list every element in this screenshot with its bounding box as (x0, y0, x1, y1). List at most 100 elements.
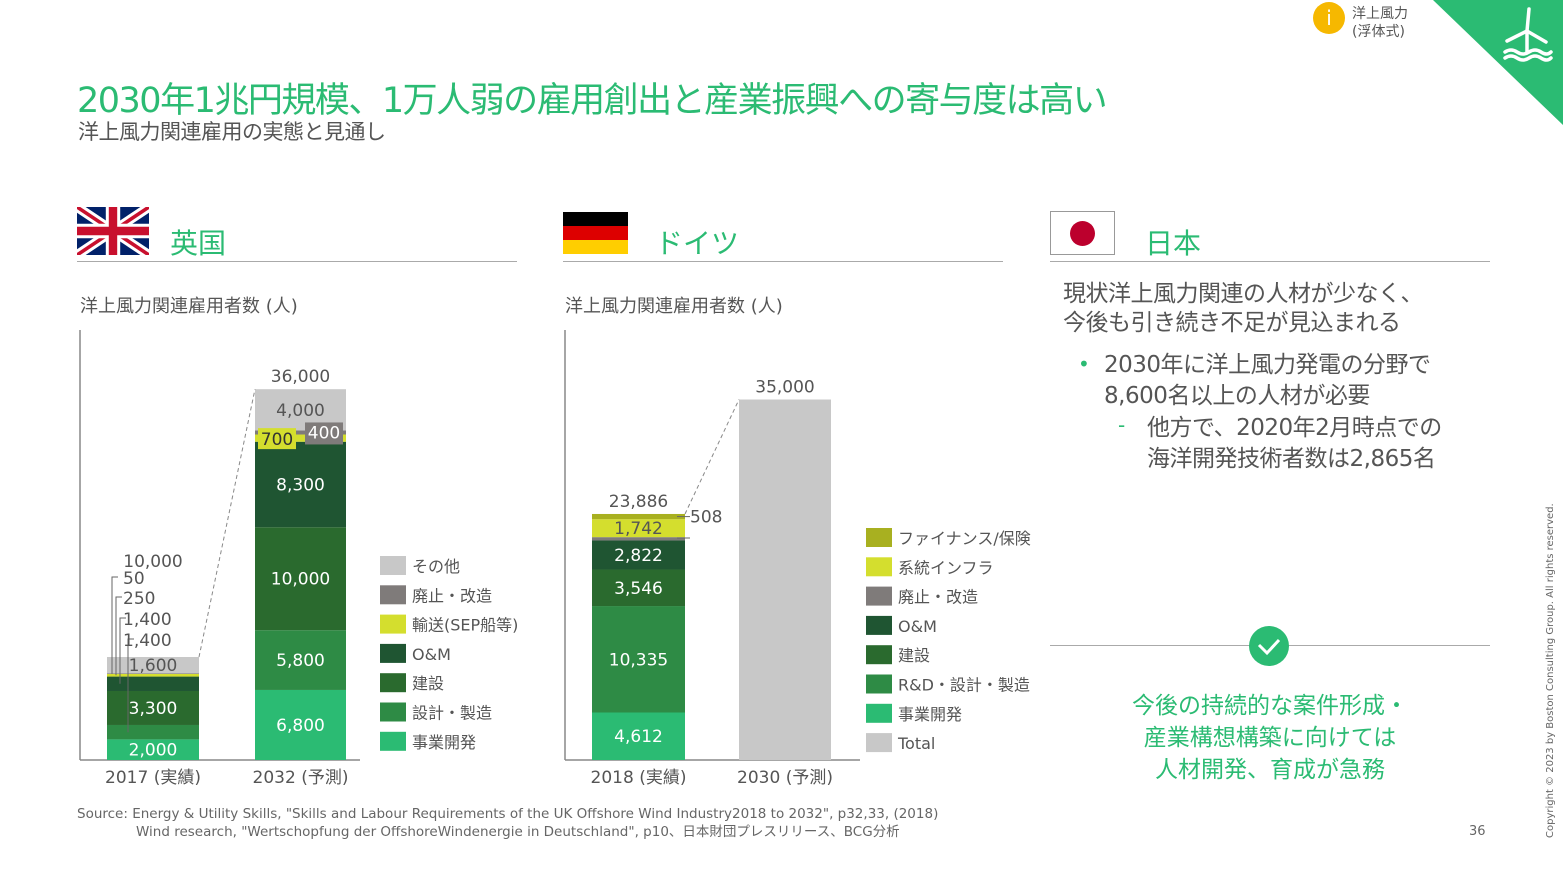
leader-line (111, 576, 118, 674)
bar-segment (255, 441, 346, 528)
conclusion-line: 人材開発、育成が急務 (1155, 757, 1385, 783)
segment-label: 2,822 (614, 546, 663, 566)
legend-swatch (866, 528, 892, 547)
legend-swatch (380, 702, 406, 722)
chart-title-de: 洋上風力関連雇用者数 (人) (565, 296, 783, 317)
jp-lead-line: 現状洋上風力関連の人材が少なく、 (1063, 281, 1424, 307)
section-title-jp: 日本 (1145, 227, 1202, 260)
legend-swatch (380, 556, 406, 575)
bar-segment (107, 739, 199, 760)
jp-sub-line: 海洋開発技術者数は2,865名 (1147, 446, 1436, 472)
legend-swatch (866, 615, 892, 635)
jp-lead-line: 今後も引き続き不足が見込まれる (1063, 310, 1401, 336)
segment-label: 50 (123, 569, 145, 589)
bar-segment (107, 724, 199, 740)
segment-label: 1,600 (129, 656, 178, 676)
segment-label: 6,800 (276, 716, 325, 736)
leader-line (119, 617, 126, 684)
connector-line (684, 399, 740, 515)
category-label: 2030 (予測) (737, 768, 833, 788)
section-title-uk: 英国 (170, 227, 227, 260)
legend-swatch (380, 585, 406, 605)
source-note: Source: Energy & Utility Skills, "Skills… (77, 805, 938, 841)
conclusion-line: 産業構想構築に向けては (1143, 725, 1397, 751)
segment-label: 3,546 (614, 579, 663, 599)
segment-label: 2,000 (129, 741, 178, 761)
jp-sub-bullet: 他方で、2020年2月時点での 海洋開発技術者数は2,865名 (1147, 413, 1442, 475)
legend-label: 廃止・改造 (898, 588, 978, 607)
bar-segment (592, 537, 685, 541)
legend-label: その他 (412, 557, 460, 576)
leader-line (127, 638, 134, 733)
legend-swatch (866, 557, 892, 577)
page-subtitle: 洋上風力関連雇用の実態と見通し (78, 120, 386, 144)
info-line2: (浮体式) (1352, 24, 1405, 40)
bar-segment (107, 676, 199, 691)
conclusion-line: 今後の持続的な案件形成・ (1132, 693, 1408, 719)
uk-flag-icon (77, 207, 149, 255)
legend-swatch (380, 614, 406, 634)
source-line: Source: Energy & Utility Skills, "Skills… (77, 806, 939, 822)
jp-bullet: 2030年に洋上風力発電の分野で 8,600名以上の人材が必要 (1104, 350, 1431, 412)
bar-segment (107, 673, 199, 677)
source-line: Wind research, "Wertschopfung der Offsho… (136, 824, 900, 840)
bar-segment (592, 519, 685, 538)
divider (563, 261, 1003, 262)
segment-label: 10,335 (609, 650, 668, 670)
legend-swatch (380, 673, 406, 693)
bar-segment (107, 657, 199, 674)
legend-label: 事業開発 (898, 705, 962, 724)
bar-segment (739, 399, 831, 760)
bullet-dot-icon: • (1078, 352, 1090, 376)
legend-label: 事業開発 (412, 733, 476, 752)
segment-label: 250 (123, 589, 155, 609)
legend-swatch (866, 703, 892, 723)
charts-canvas: 2,000 3,300 1,600 10,000 2017 (実績) 6,800 5,800… (79, 330, 1031, 788)
bar-segment (255, 430, 346, 435)
jp-lead-text: 現状洋上風力関連の人材が少なく、 今後も引き続き不足が見込まれる (1063, 280, 1424, 338)
segment-label: 4,000 (276, 401, 325, 421)
segment-label: 8,300 (276, 475, 325, 495)
jp-bullet-line: 8,600名以上の人材が必要 (1104, 383, 1370, 409)
total-label: 35,000 (755, 378, 814, 398)
germany-flag-icon (563, 212, 628, 254)
legend-label: 系統インフラ (898, 558, 994, 577)
segment-label: 1,400 (123, 631, 172, 651)
total-label: 36,000 (271, 367, 330, 387)
bar-segment (255, 630, 346, 690)
legend-swatch (866, 674, 892, 694)
bar-segment (107, 673, 199, 674)
legend-label: 設計・製造 (412, 704, 492, 723)
segment-label: 5,800 (276, 651, 325, 671)
info-badge-text: 洋上風力 (浮体式) (1352, 5, 1408, 41)
info-icon: i (1313, 2, 1345, 34)
legend-label: 建設 (898, 646, 930, 665)
bar-segment (255, 527, 346, 631)
section-title-de: ドイツ (655, 227, 740, 260)
segment-label: 1,742 (614, 519, 663, 539)
segment-label: 1,400 (123, 610, 172, 630)
label-box (258, 428, 296, 450)
legend-label: O&M (898, 617, 937, 636)
info-line1: 洋上風力 (1352, 6, 1408, 22)
leader-line (115, 596, 122, 676)
bar-segment (592, 606, 685, 713)
bar-segment (592, 513, 685, 520)
page-title: 2030年1兆円規模、1万人弱の雇用創出と産業振興への寄与度は高い (77, 81, 1108, 121)
wind-turbine-icon (1503, 7, 1553, 62)
legend-swatch (380, 643, 406, 663)
corner-banner (1433, 0, 1563, 125)
copyright: Copyright © 2023 by Boston Consulting Gr… (1545, 503, 1556, 838)
segment-label: 400 (308, 423, 340, 443)
japan-flag-icon (1050, 211, 1115, 255)
page-number: 36 (1469, 824, 1486, 839)
legend-label: Total (897, 734, 935, 753)
bar-segment (592, 540, 685, 570)
bar-segment (592, 712, 685, 760)
bar-segment (255, 689, 346, 760)
legend-label: 廃止・改造 (412, 586, 492, 605)
jp-sub-line: 他方で、2020年2月時点での (1147, 415, 1442, 441)
category-label: 2018 (実績) (591, 768, 687, 788)
bar-segment (592, 569, 685, 607)
label-box (305, 422, 343, 445)
